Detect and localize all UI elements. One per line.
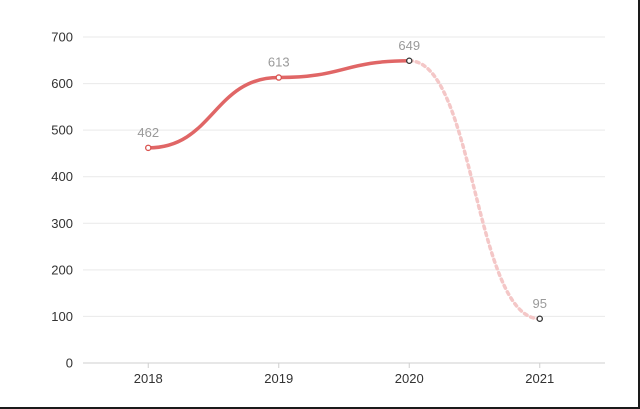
y-tick-label-500: 500 (51, 123, 73, 138)
series-line-forecast (407, 59, 542, 321)
x-tick-label-2019: 2019 (264, 371, 293, 386)
y-tick-label-700: 700 (51, 30, 73, 45)
data-label-2020: 649 (398, 38, 420, 53)
y-tick-label-300: 300 (51, 216, 73, 231)
data-point-2020[interactable] (405, 57, 413, 65)
x-tick-label-2018: 2018 (134, 371, 163, 386)
data-label-2021: 95 (533, 296, 547, 311)
data-label-2019: 613 (268, 55, 290, 70)
y-tick-label-400: 400 (51, 169, 73, 184)
y-tick-label-0: 0 (66, 356, 73, 371)
data-point-2021[interactable] (536, 315, 544, 323)
y-tick-label-600: 600 (51, 76, 73, 91)
series-line-actual (146, 59, 411, 150)
x-tick-label-2020: 2020 (395, 371, 424, 386)
y-tick-label-200: 200 (51, 262, 73, 277)
data-label-2018: 462 (137, 125, 159, 140)
y-tick-label-100: 100 (51, 309, 73, 324)
x-tick-label-2021: 2021 (525, 371, 554, 386)
data-point-2019[interactable] (275, 74, 282, 81)
data-point-2018[interactable] (144, 144, 152, 152)
